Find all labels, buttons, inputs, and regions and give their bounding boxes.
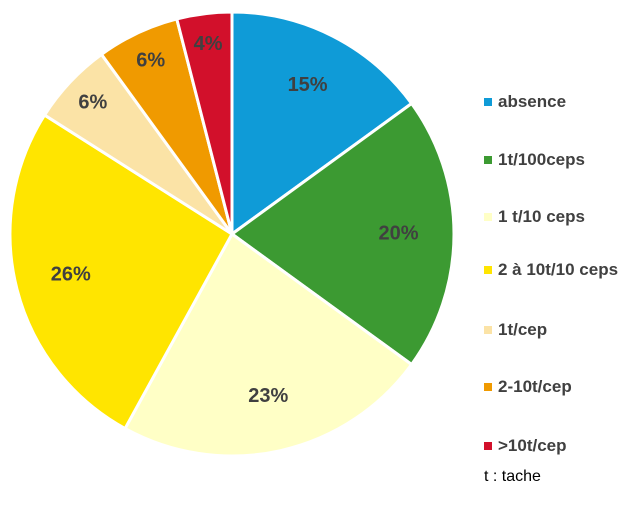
legend-item: 1 t/10 ceps: [484, 207, 628, 226]
legend-item: 2 à 10t/10 ceps: [484, 260, 628, 279]
data-label: 20%: [378, 222, 418, 244]
annotation: t : tache: [484, 468, 541, 485]
legend-label: 2 à 10t/10 ceps: [498, 260, 619, 279]
legend-swatch: [484, 442, 492, 450]
legend-label: >10t/cep: [498, 436, 567, 455]
legend-label: 2-10t/cep: [498, 377, 572, 396]
legend-swatch: [484, 383, 492, 391]
legend-item: 1t/cep: [484, 320, 628, 339]
legend-swatch: [484, 213, 492, 221]
pie-slice: [8, 112, 234, 431]
data-label: 23%: [248, 385, 288, 407]
legend-swatch: [484, 156, 492, 164]
legend-item: 2-10t/cep: [484, 377, 628, 396]
legend-item: 1t/100ceps: [484, 150, 628, 169]
legend-swatch: [484, 326, 492, 334]
pie-slice: [123, 231, 414, 458]
legend-swatch: [484, 266, 492, 274]
data-label: 6%: [136, 50, 165, 72]
legend-label: 1t/cep: [498, 320, 548, 339]
legend-label: absence: [498, 92, 567, 111]
data-label: 15%: [288, 74, 328, 96]
data-label: 4%: [194, 33, 223, 55]
data-label: 6%: [78, 92, 107, 114]
legend-label: 1t/100ceps: [498, 150, 585, 169]
pie-slice: [229, 101, 456, 367]
legend-label: 1 t/10 ceps: [498, 207, 585, 226]
legend-swatch: [484, 98, 492, 106]
pie-slice: [230, 10, 414, 237]
pie-slice: [174, 10, 234, 235]
data-label: 26%: [51, 264, 91, 286]
legend-item: absence: [484, 92, 628, 111]
legend-item: >10t/cep: [484, 436, 628, 455]
